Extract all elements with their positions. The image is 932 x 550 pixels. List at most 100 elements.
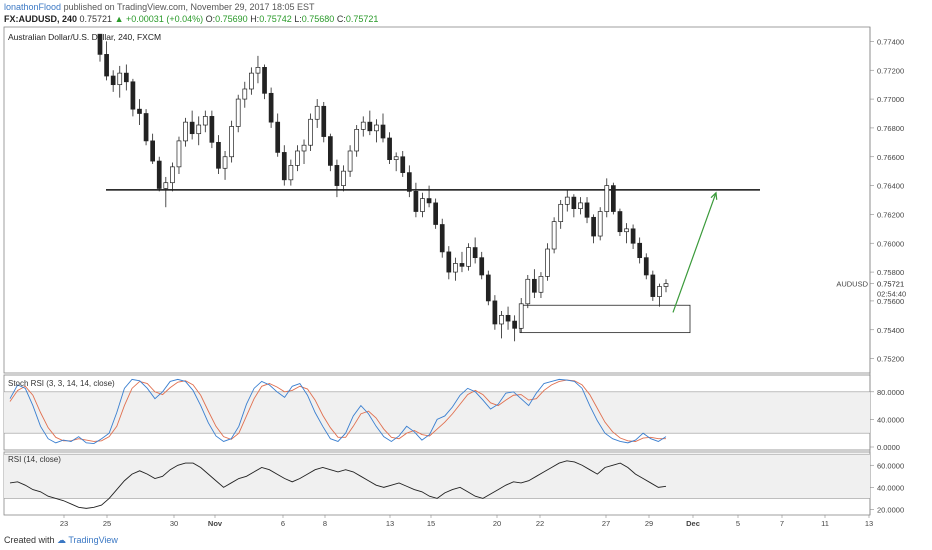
time-tick-label: 22 <box>536 519 544 528</box>
candle <box>314 99 320 128</box>
price-tick-label: 0.75800 <box>877 268 904 277</box>
stoch-tick-label: 0.0000 <box>877 443 900 452</box>
candle-body <box>564 196 570 205</box>
candle <box>446 246 452 280</box>
candle-body <box>189 121 195 135</box>
candle-body <box>314 105 320 120</box>
candle <box>222 150 228 180</box>
open-label: O: <box>205 14 216 24</box>
candle-body <box>578 202 583 209</box>
author-link[interactable]: lonathonFlood <box>4 2 62 12</box>
candle <box>505 306 511 330</box>
price-tick-label: 0.76800 <box>877 124 904 133</box>
candle <box>617 208 623 237</box>
candle <box>170 162 175 192</box>
candle-body <box>196 124 202 135</box>
candle-body <box>321 105 327 137</box>
candle <box>518 298 524 333</box>
candle-body <box>301 144 307 152</box>
candle <box>123 64 129 91</box>
candle-body <box>406 172 412 192</box>
stoch-k-line <box>9 378 667 445</box>
candle-body <box>380 124 386 139</box>
chart-title: Australian Dollar/U.S. Dollar, 240, FXCM <box>8 32 161 42</box>
candle <box>387 132 392 164</box>
candle-body <box>123 72 129 83</box>
close-label: C: <box>336 14 346 24</box>
stoch-d-line <box>9 379 666 442</box>
candle-body <box>183 121 188 142</box>
tradingview-brand[interactable]: TradingView <box>68 535 118 545</box>
candle-body <box>446 251 452 273</box>
candle <box>380 113 386 143</box>
footer: Created with ☁ TradingView <box>4 535 118 546</box>
candle <box>643 253 649 280</box>
candle <box>538 272 544 299</box>
stoch-label: Stoch RSI (3, 3, 14, 14, close) <box>8 379 115 388</box>
candle-body <box>610 185 616 212</box>
candle <box>341 165 346 192</box>
candle <box>374 119 379 143</box>
candle <box>400 150 406 177</box>
candle-body <box>485 274 491 302</box>
projection-arrowhead <box>710 191 718 200</box>
candle <box>466 243 471 271</box>
candle-body <box>156 160 162 189</box>
time-tick-label: 25 <box>103 519 111 528</box>
rsi-label: RSI (14, close) <box>8 455 61 464</box>
candle <box>255 55 261 84</box>
created-with-text: Created with <box>4 535 55 545</box>
time-tick-label: 7 <box>780 519 784 528</box>
candle <box>578 197 583 215</box>
tradingview-cloud-icon: ☁ <box>57 535 67 545</box>
rsi-band <box>4 454 870 499</box>
price-tick-label: 0.77400 <box>877 37 904 46</box>
candle <box>97 33 103 62</box>
candle-body <box>137 108 142 114</box>
candle-body <box>308 118 313 146</box>
candle-body <box>604 185 610 212</box>
candle-body <box>499 314 504 325</box>
rsi-line <box>9 460 667 509</box>
candle-body <box>466 247 471 267</box>
candle <box>156 156 162 192</box>
candle-body <box>367 121 373 132</box>
time-tick-label: 27 <box>602 519 610 528</box>
candle-body <box>288 165 294 181</box>
candle <box>630 224 636 250</box>
time-tick-label: 20 <box>493 519 501 528</box>
candle <box>564 189 570 212</box>
price-change: +0.00031 (+0.04%) <box>126 14 204 24</box>
candle-body <box>505 314 511 322</box>
low-value: 0.75680 <box>301 14 335 24</box>
candle-body <box>202 116 208 126</box>
symbol-label: FX:AUDUSD, 240 <box>4 14 78 24</box>
time-tick-label: 30 <box>170 519 178 528</box>
candle <box>216 135 221 175</box>
time-tick-label: 15 <box>427 519 435 528</box>
candle-body <box>255 67 261 74</box>
time-tick-label: Dec <box>686 519 700 528</box>
candle <box>334 159 340 198</box>
candle-body <box>163 182 169 189</box>
time-tick-label: 11 <box>821 519 829 528</box>
price-tick-label: 0.75200 <box>877 355 904 364</box>
candle-body <box>617 211 623 233</box>
candle <box>229 120 234 163</box>
high-value: 0.75742 <box>259 14 292 24</box>
candle-body <box>492 300 498 325</box>
candle <box>406 165 412 198</box>
candle <box>235 94 241 133</box>
close-value: 0.75721 <box>345 14 379 24</box>
candle-body <box>130 81 136 110</box>
candle-body <box>512 320 517 329</box>
candle-body <box>591 216 596 237</box>
candle-body <box>341 170 346 186</box>
candle <box>584 197 590 224</box>
candle <box>426 185 432 208</box>
stoch-tick-label: 40.0000 <box>877 415 904 424</box>
candle <box>202 110 208 133</box>
candle-body <box>393 156 399 160</box>
time-tick-label: 23 <box>60 519 68 528</box>
